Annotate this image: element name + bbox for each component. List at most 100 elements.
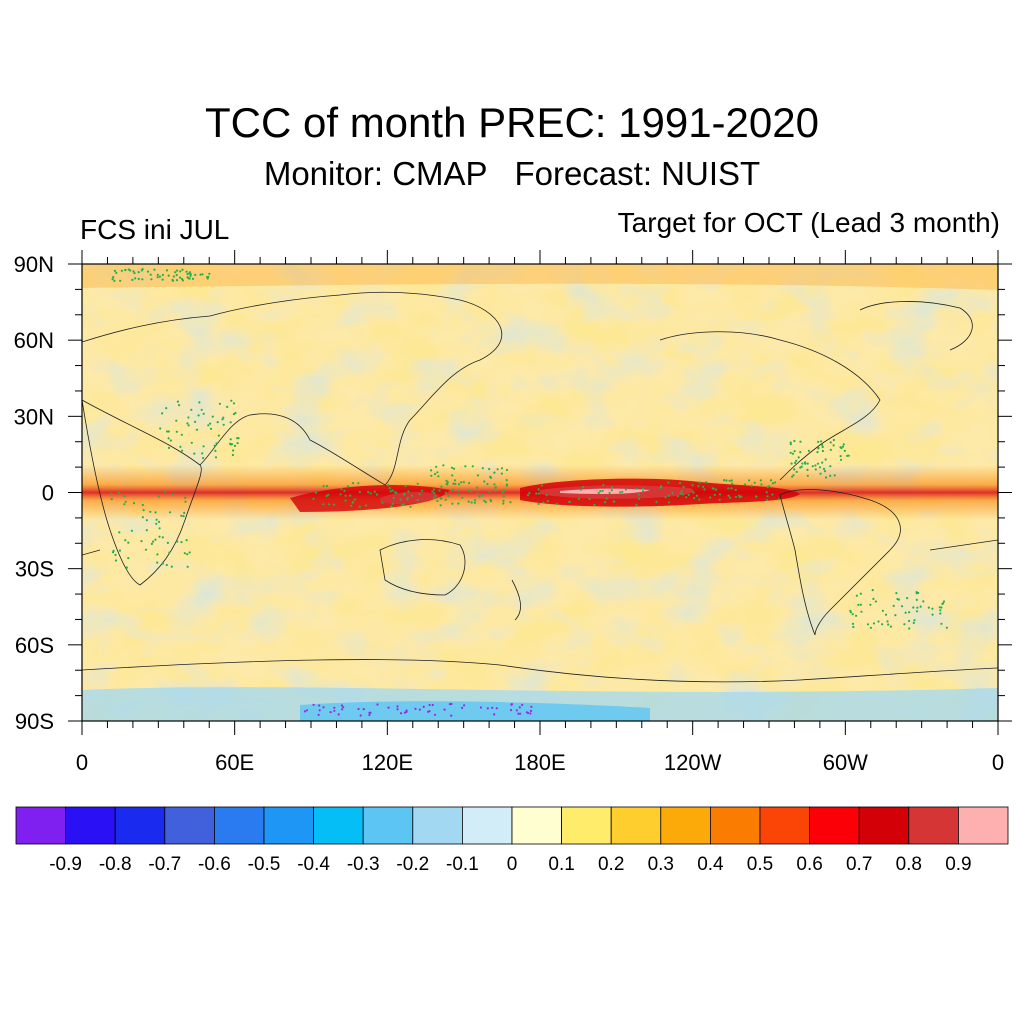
stipple-dot [814, 464, 817, 467]
stipple-dot [811, 465, 814, 468]
stipple-dot [432, 488, 436, 491]
stipple-dot [457, 489, 460, 492]
longitude-axis: 0 60E 120E 180E 120W 60W 0 [76, 250, 1004, 770]
stipple-dot [114, 553, 117, 556]
stipple-dot [760, 483, 763, 486]
stipple-dot [502, 499, 505, 502]
stipple-dot [430, 469, 433, 472]
stipple-dot [851, 613, 854, 616]
stipple-dot [473, 501, 476, 504]
stipple-dot [931, 607, 934, 610]
stipple-dot [927, 606, 930, 609]
stipple-dot [807, 449, 811, 452]
stipple-dot [420, 489, 424, 492]
stipple-dot [450, 714, 453, 717]
stipple-dot [816, 462, 820, 465]
stipple-dot [624, 488, 628, 491]
stipple-dot [599, 490, 602, 493]
stipple-dot [841, 445, 845, 448]
stipple-dot [698, 481, 701, 484]
stipple-dot [679, 492, 682, 495]
stipple-dot [793, 439, 796, 443]
colorbar-swatch [15, 806, 66, 845]
stipple-dot [186, 565, 189, 568]
stipple-dot [740, 495, 743, 498]
stipple-dot [681, 493, 685, 496]
stipple-dot [451, 488, 454, 491]
stipple-dot [896, 597, 899, 601]
stipple-dot [340, 487, 343, 491]
stipple-dot [913, 619, 916, 622]
stipple-dot [176, 540, 179, 543]
stipple-dot [346, 485, 350, 488]
stipple-dot [857, 603, 860, 606]
stipple-dot [113, 279, 116, 282]
stipple-dot [191, 277, 195, 280]
stipple-dot [791, 452, 795, 455]
stipple-dot [226, 405, 229, 408]
stipple-dot [166, 430, 169, 433]
stipple-dot [806, 474, 809, 477]
stipple-dot [473, 499, 477, 502]
stipple-dot [157, 495, 160, 498]
stipple-dot [729, 496, 732, 499]
stipple-dot [395, 491, 398, 494]
stipple-dot [823, 470, 827, 473]
stipple-dot [481, 494, 484, 497]
stipple-dot [322, 485, 325, 488]
colorbar-swatch [511, 806, 562, 845]
stipple-dot [546, 500, 549, 503]
stipple-dot [695, 494, 698, 497]
stipple-dot [843, 449, 846, 452]
lat-tick-label: 60S [15, 633, 54, 658]
stipple-dot [904, 611, 907, 614]
stipple-dot [369, 711, 372, 714]
lat-tick-label: 90S [15, 709, 54, 734]
stipple-dot [939, 612, 942, 615]
correlation-field [82, 264, 998, 721]
colorbar-label: -0.1 [446, 854, 479, 875]
stipple-dot [407, 490, 410, 493]
stipple-dot [175, 273, 178, 277]
stipple-dot [349, 494, 352, 497]
stipple-dot [193, 452, 196, 455]
stipple-dot [517, 712, 520, 715]
stipple-dot [682, 485, 685, 489]
stipple-dot [130, 529, 133, 532]
stipple-dot [816, 451, 819, 454]
colorbar-swatch [213, 806, 265, 845]
stipple-dot [369, 492, 372, 495]
stipple-dot [789, 443, 792, 446]
stipple-dot [476, 486, 479, 489]
stipple-dot [115, 271, 118, 274]
stipple-dot [233, 444, 237, 447]
colorbar-label: -0.2 [396, 854, 429, 875]
stipple-dot [664, 496, 667, 499]
stipple-dot [693, 497, 696, 500]
colorbar-label: 0.6 [796, 854, 822, 875]
stipple-dot [198, 401, 201, 404]
stipple-dot [489, 498, 492, 501]
stipple-dot [728, 479, 731, 482]
stipple-dot [806, 462, 809, 465]
colorbar-label: 0 [507, 854, 518, 875]
stipple-dot [179, 270, 182, 273]
stipple-dot [791, 475, 794, 478]
stipple-dot [619, 491, 622, 494]
stipple-dot [181, 277, 184, 281]
stipple-dot [847, 454, 850, 457]
stipple-dot [149, 273, 152, 276]
stipple-dot [230, 399, 233, 402]
colorbar-swatch [362, 806, 414, 845]
stipple-dot [466, 489, 469, 492]
stipple-dot [185, 539, 188, 542]
stipple-dot [518, 706, 521, 709]
stipple-dot [528, 491, 531, 495]
stipple-dot [337, 713, 340, 716]
stipple-dot [496, 468, 499, 471]
stipple-dot [137, 271, 140, 274]
stipple-dot [500, 472, 503, 475]
stipple-dot [765, 498, 769, 502]
stipple-dot [161, 278, 164, 281]
stipple-dot [900, 605, 904, 608]
